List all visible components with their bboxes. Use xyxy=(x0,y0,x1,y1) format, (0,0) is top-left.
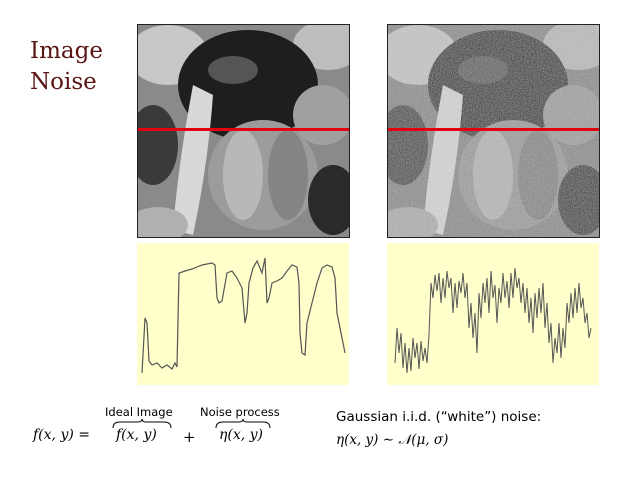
noisy-profile-line xyxy=(394,267,592,374)
title-line-2: Noise xyxy=(30,69,97,95)
ideal-brace xyxy=(112,419,172,429)
noise-process-label: Noise process xyxy=(200,405,280,419)
title-line-1: Image xyxy=(30,38,103,64)
noisy-peppers-image xyxy=(388,25,599,237)
noise-equation-lhs: f(x, y) = xyxy=(33,427,90,443)
ideal-image-label: Ideal Image xyxy=(105,405,173,419)
noisy-image xyxy=(387,24,600,238)
noisy-intensity-profile xyxy=(387,243,599,385)
gaussian-description: Gaussian i.i.d. (“white”) noise: η(x, y)… xyxy=(336,406,541,452)
clean-profile-line xyxy=(141,257,346,374)
gaussian-line-2: η(x, y) ∼ 𝒩(μ, σ) xyxy=(336,432,449,448)
noise-brace xyxy=(215,419,271,429)
scanline-marker xyxy=(138,128,349,131)
clean-intensity-profile xyxy=(137,243,349,385)
plus-sign: + xyxy=(183,428,196,446)
scanline-marker xyxy=(388,128,599,131)
clean-image xyxy=(137,24,350,238)
gaussian-line-1: Gaussian i.i.d. (“white”) noise: xyxy=(336,409,542,425)
ideal-term: f(x, y) xyxy=(116,427,157,443)
clean-peppers-image xyxy=(138,25,349,237)
noise-term: η(x, y) xyxy=(219,427,264,443)
slide-title: Image Noise xyxy=(30,36,103,98)
